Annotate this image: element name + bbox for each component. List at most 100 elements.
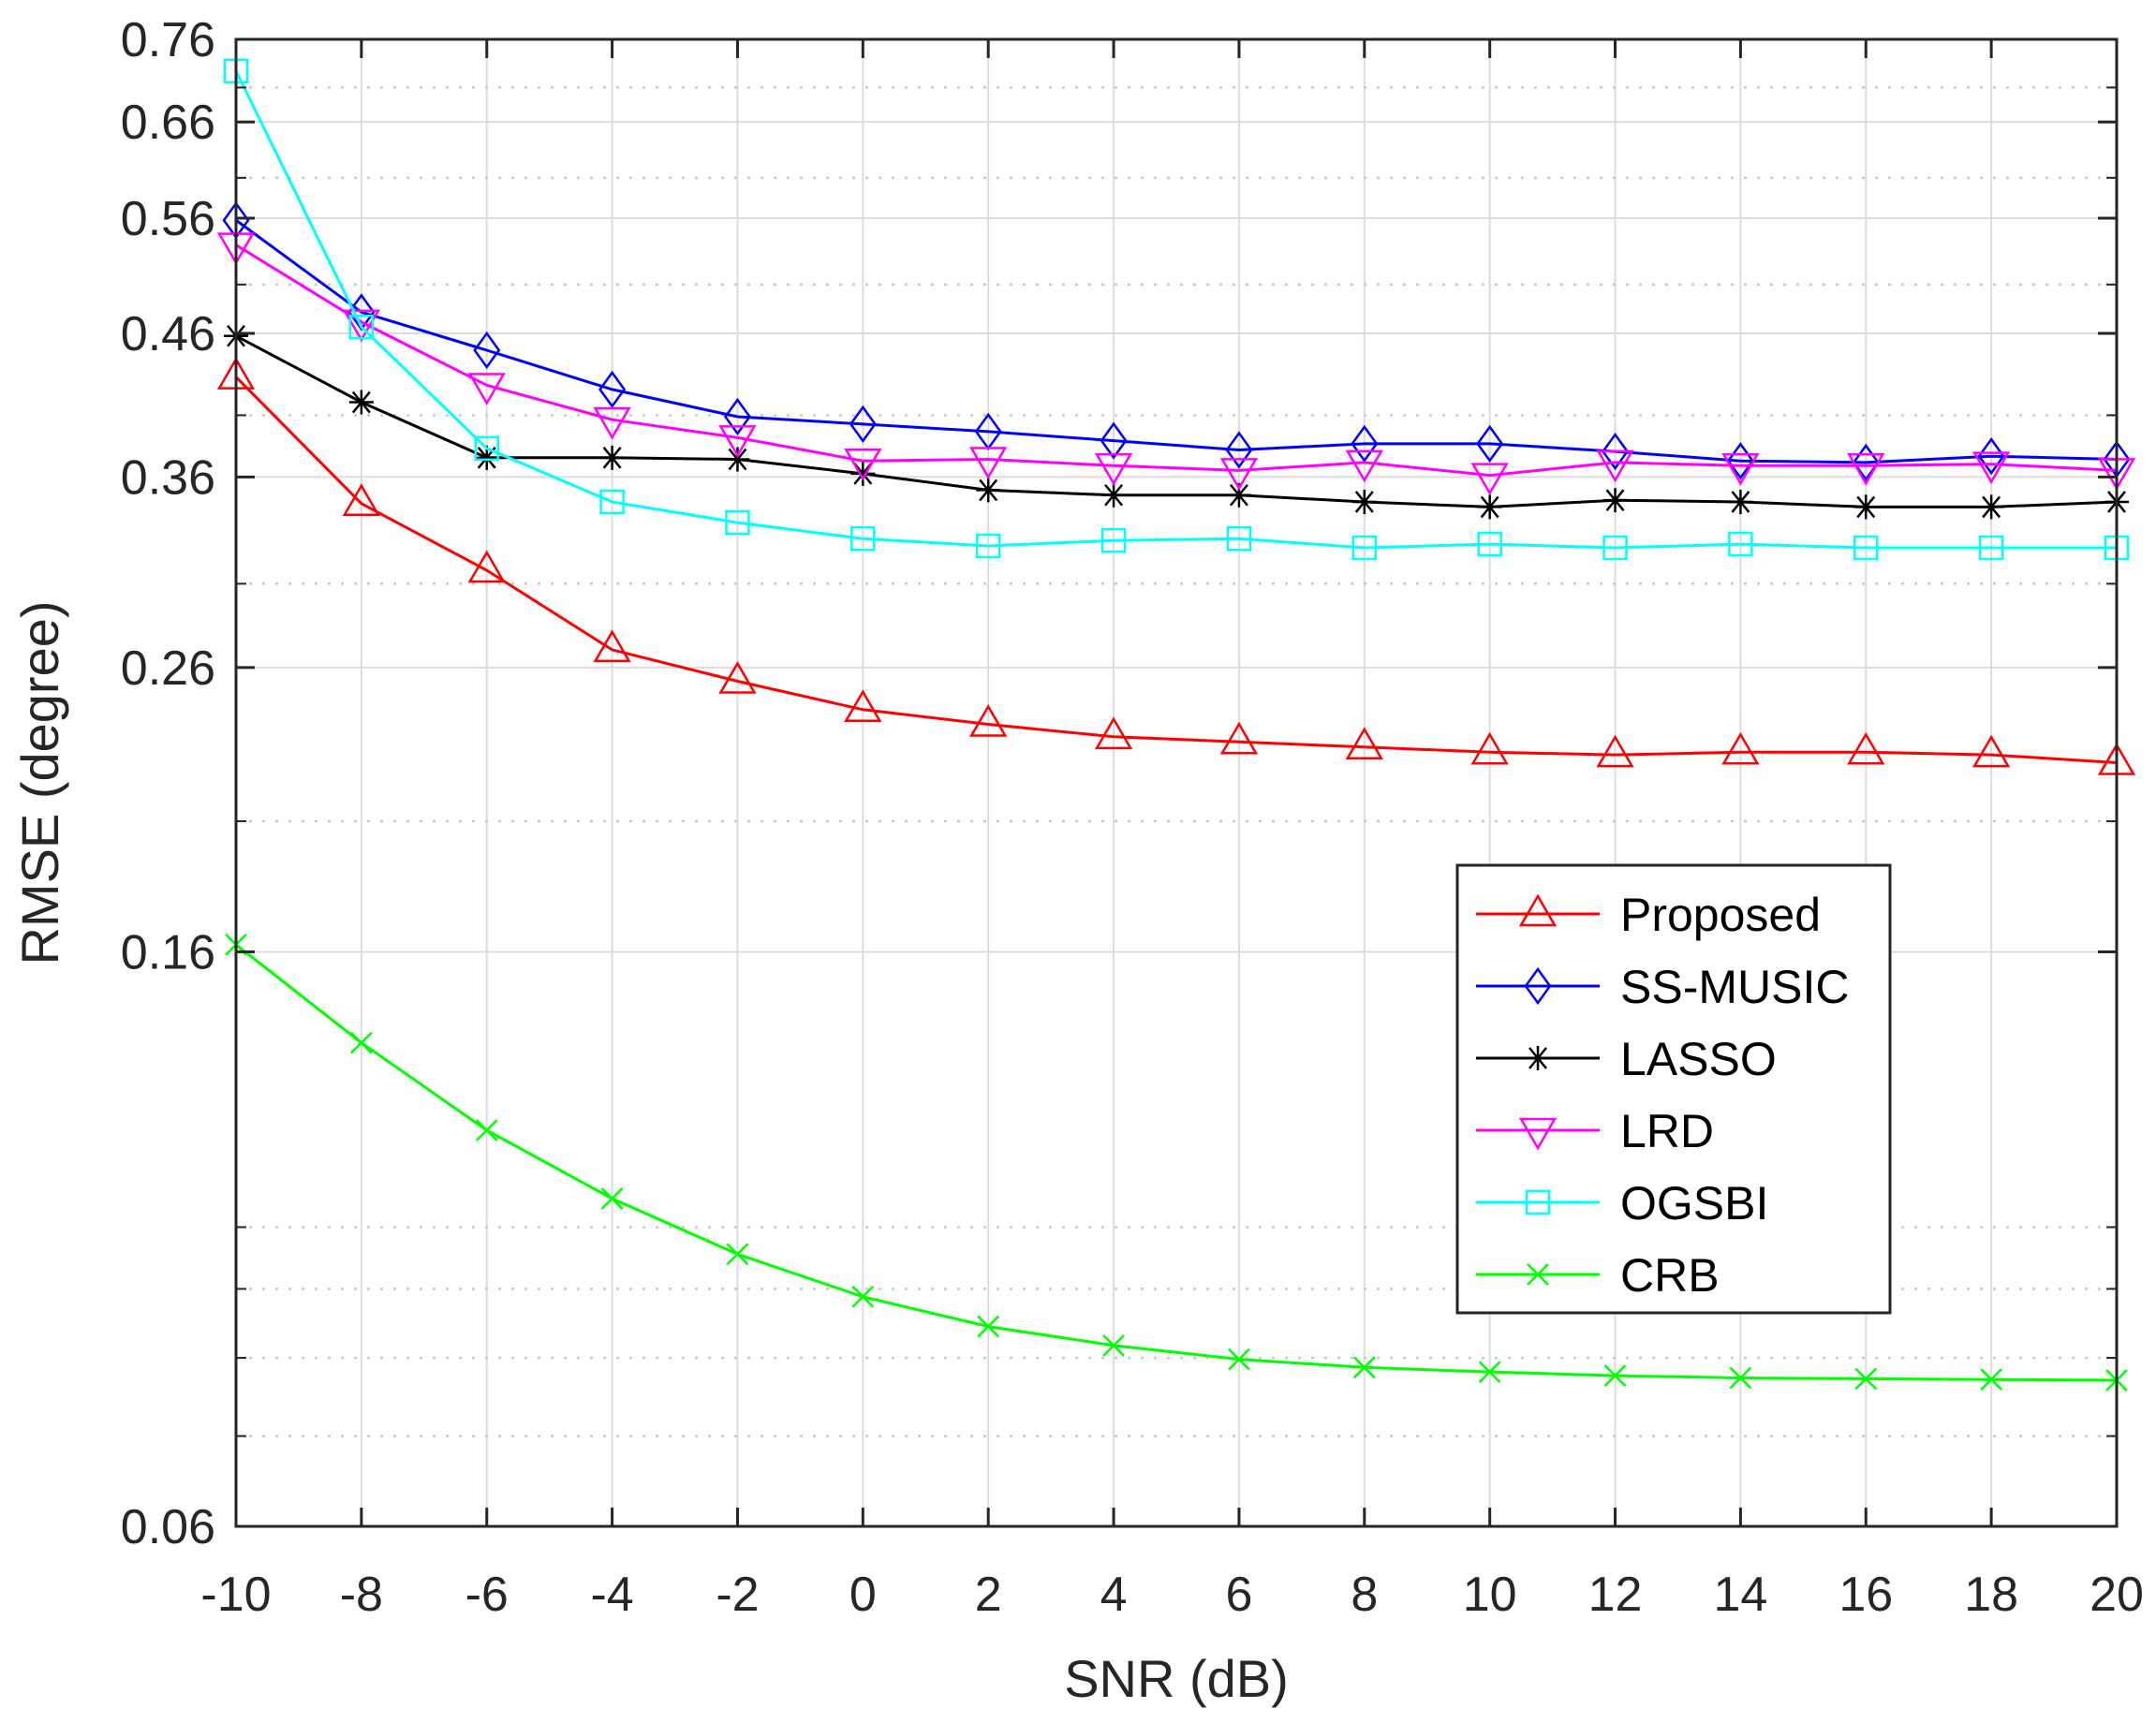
data-point-ss-music [723, 397, 752, 436]
data-point-proposed [1219, 721, 1259, 755]
x-tick-label: 20 [2090, 1568, 2144, 1622]
data-point-lasso [1101, 482, 1127, 508]
y-tick-labels: 0.06 0.16 0.26 0.36 0.46 0.56 0.66 0.76 [121, 13, 215, 1554]
data-point-lasso [1602, 488, 1628, 513]
data-point-proposed [1971, 734, 2011, 768]
data-point-lrd [593, 406, 631, 440]
data-point-ogsbi [474, 435, 499, 462]
data-point-ogsbi [348, 315, 375, 340]
data-point-ss-music [1100, 421, 1128, 460]
data-point-lasso [599, 445, 625, 470]
x-tick-label: 8 [1351, 1568, 1378, 1622]
data-point-ogsbi [1226, 525, 1252, 552]
data-point-proposed [969, 703, 1008, 737]
data-point-crb [1102, 1334, 1125, 1357]
series-line-lrd [235, 243, 2118, 478]
legend-label: LASSO [1620, 1033, 1777, 1085]
x-tick-label: 16 [1839, 1568, 1893, 1622]
y-tick-label: 0.76 [121, 13, 215, 67]
data-point-ogsbi [1100, 527, 1127, 553]
legend-label: CRB [1620, 1249, 1720, 1302]
data-point-proposed [1470, 731, 1509, 765]
legend-box [1455, 863, 1892, 1315]
y-tick-label: 0.56 [121, 192, 215, 246]
data-point-lasso [725, 447, 750, 472]
x-tick-label: 4 [1100, 1568, 1128, 1622]
data-point-lrd [1847, 453, 1885, 486]
series-lasso [224, 323, 2129, 520]
x-tick-label: 6 [1225, 1568, 1252, 1622]
data-point-lrd [1094, 453, 1133, 486]
data-point-lasso [1728, 489, 1753, 514]
series-line-ogsbi [234, 70, 2117, 550]
data-point-crb [600, 1187, 624, 1210]
data-point-ss-music [1351, 424, 1379, 464]
series-line-ss-music [235, 218, 2118, 464]
data-point-crb [1228, 1347, 1250, 1371]
legend: Proposed SS-MUSIC LASSO LRD OGSBI CRB [1455, 863, 1892, 1315]
x-tick-label: -6 [465, 1568, 509, 1622]
data-point-proposed [467, 550, 506, 583]
data-point-ogsbi [725, 509, 750, 536]
x-tick-label: 12 [1588, 1568, 1643, 1622]
series-ogsbi [223, 58, 2130, 561]
legend-item-crb: CRB [1476, 1249, 1720, 1302]
data-point-ss-music [1476, 424, 1504, 464]
data-point-proposed [593, 629, 631, 663]
data-point-lrd [1470, 463, 1509, 496]
data-point-lrd [467, 373, 506, 405]
x-tick-label: -10 [200, 1568, 271, 1622]
x-axis-label: SNR (dB) [1064, 1649, 1289, 1708]
y-tick-label: 0.46 [121, 307, 215, 361]
legend-label: LRD [1620, 1105, 1714, 1157]
data-point-crb [349, 1031, 373, 1054]
data-point-proposed [1345, 727, 1383, 760]
x-tick-label: 2 [975, 1568, 1002, 1622]
data-point-crb [1729, 1366, 1752, 1390]
series-line-lasso [235, 334, 2118, 508]
data-point-proposed [342, 483, 381, 517]
data-point-crb [1854, 1367, 1878, 1391]
series-layer [216, 58, 2136, 1392]
data-point-crb [851, 1285, 875, 1308]
data-point-crb [1352, 1356, 1376, 1379]
data-point-proposed [1721, 731, 1760, 765]
y-tick-label: 0.06 [121, 1500, 215, 1554]
legend-marker [1526, 1046, 1550, 1070]
data-point-ss-music [598, 370, 627, 409]
legend-item-lrd: LRD [1476, 1105, 1714, 1157]
data-point-lrd [342, 309, 381, 343]
series-line-crb [235, 943, 2118, 1382]
data-point-ss-music [1977, 437, 2005, 476]
data-point-lasso [474, 445, 499, 470]
data-point-crb [1478, 1361, 1501, 1383]
data-point-crb [1980, 1368, 2003, 1392]
data-point-ogsbi [1978, 535, 2004, 561]
legend-label: OGSBI [1620, 1177, 1768, 1230]
y-tick-label: 0.36 [121, 450, 215, 505]
data-point-lrd [1219, 458, 1259, 491]
legend-marker [1527, 1263, 1549, 1286]
x-tick-label: -8 [340, 1568, 383, 1622]
data-point-lasso [1351, 489, 1377, 514]
data-point-ogsbi [1602, 535, 1628, 561]
legend-label: Proposed [1620, 889, 1821, 941]
data-point-lasso [1853, 494, 1879, 520]
y-tick-label: 0.66 [121, 96, 215, 150]
x-tick-label: 18 [1964, 1568, 2018, 1622]
y-tick-label: 0.16 [121, 926, 215, 980]
legend-item-ss-music: SS-MUSIC [1476, 961, 1849, 1013]
legend-item-ogsbi: OGSBI [1476, 1177, 1768, 1230]
data-point-lasso [1226, 482, 1251, 508]
x-tick-label: 10 [1463, 1568, 1517, 1622]
data-point-ss-music [849, 405, 877, 444]
data-point-ss-music [1601, 433, 1630, 471]
data-point-lasso [1477, 494, 1502, 520]
data-point-ss-music [1852, 443, 1880, 482]
legend-item-lasso: LASSO [1476, 1033, 1777, 1085]
data-point-lrd [1345, 449, 1383, 483]
data-point-crb [1603, 1364, 1627, 1388]
data-point-ogsbi [1477, 531, 1502, 557]
data-point-ogsbi [850, 525, 876, 552]
